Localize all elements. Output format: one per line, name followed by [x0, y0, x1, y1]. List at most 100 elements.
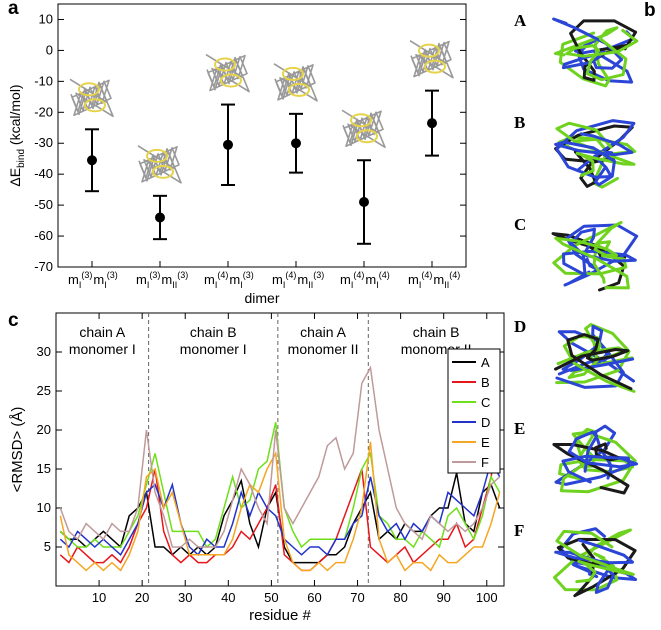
- plot-frame: [57, 3, 467, 268]
- panel-label: c: [8, 310, 19, 331]
- series-line: [59, 441, 501, 572]
- x-tick-label-part: (4): [353, 270, 364, 280]
- region-annotation: chain B: [413, 324, 460, 340]
- region-annotation: chain A: [79, 324, 126, 340]
- panel-label: a: [8, 0, 19, 19]
- dimer-sketch: [282, 66, 304, 81]
- x-tick-label: mI(4)mI(4): [340, 270, 390, 290]
- x-tick-label-part: m: [204, 272, 215, 287]
- y-tick-label: -60: [34, 228, 53, 243]
- x-tick-label-part: (3): [149, 270, 160, 280]
- data-point: [427, 118, 437, 129]
- x-tick-label-part: I: [283, 280, 286, 290]
- y-tick-label: 25: [37, 383, 51, 398]
- x-tick-label: mI(3)mII(3): [136, 270, 188, 290]
- x-tick-label-part: (3): [81, 270, 92, 280]
- x-tick-label-part: I: [79, 280, 82, 290]
- x-tick-label: 10: [92, 590, 106, 605]
- structure-sketch: [552, 442, 630, 495]
- x-tick-label-part: II: [444, 280, 449, 290]
- y-axis-label: ΔEbind (kcal/mol): [7, 84, 27, 186]
- x-tick-label-part: (4): [421, 270, 432, 280]
- region-annotation: monomer I: [69, 341, 136, 357]
- y-tick-label: 10: [37, 500, 51, 515]
- x-tick-label-part: m: [93, 272, 104, 287]
- structure-label: F: [514, 521, 524, 540]
- dimer-sketch: [214, 57, 236, 72]
- panel-label: b: [644, 0, 656, 21]
- x-tick-label-part: I: [376, 280, 379, 290]
- y-tick-label: -50: [34, 197, 53, 212]
- structure-sketch: [555, 121, 636, 177]
- x-tick-label-part: II: [172, 280, 177, 290]
- x-tick-label-part: (4): [285, 270, 296, 280]
- y-tick-label: -20: [34, 104, 53, 119]
- x-tick-label: 40: [221, 590, 235, 605]
- plot-frame: [55, 312, 505, 587]
- x-tick-label-part: I: [351, 280, 354, 290]
- y-tick-label: 10: [39, 11, 53, 26]
- y-tick-label: 0: [46, 42, 53, 57]
- x-tick-label: 90: [436, 590, 450, 605]
- data-point: [291, 138, 301, 149]
- dimer-sketch: [350, 113, 372, 128]
- data-point: [359, 197, 369, 208]
- legend-label: A: [481, 355, 490, 370]
- y-tick-label: -30: [34, 135, 53, 150]
- y-tick-label: -40: [34, 166, 53, 181]
- x-tick-label-part: m: [297, 272, 308, 287]
- x-tick-label-part: II: [308, 280, 313, 290]
- y-tick-label: -70: [34, 259, 53, 274]
- structure-label: E: [514, 419, 525, 438]
- y-tick-label: -10: [34, 73, 53, 88]
- legend-label: C: [481, 395, 490, 410]
- x-axis-label: residue #: [249, 607, 311, 624]
- x-tick-label-part: m: [433, 272, 444, 287]
- x-tick-label-part: I: [215, 280, 218, 290]
- x-tick-label: 60: [307, 590, 321, 605]
- structure-label: A: [514, 11, 527, 30]
- dimer-sketch: [288, 82, 310, 97]
- dimer-sketch: [152, 164, 174, 179]
- x-tick-label: 20: [135, 590, 149, 605]
- x-tick-label-part: m: [340, 272, 351, 287]
- x-tick-label-part: I: [240, 280, 243, 290]
- x-tick-label-part: m: [161, 272, 172, 287]
- structure-sketch: [562, 227, 637, 277]
- x-tick-label-part: I: [147, 280, 150, 290]
- data-point: [155, 212, 165, 223]
- y-tick-label: 30: [37, 344, 51, 359]
- x-tick-label: 100: [476, 590, 498, 605]
- y-tick-label: 20: [37, 422, 51, 437]
- y-axis-label: <RMSD> (Å): [9, 407, 26, 493]
- structure-sketch: [554, 236, 630, 290]
- x-tick-label-part: I: [419, 280, 422, 290]
- structure-label: B: [514, 113, 525, 132]
- structure-sketch: [554, 538, 634, 594]
- y-axis-label-part: ΔE: [7, 168, 23, 187]
- data-point: [223, 139, 233, 150]
- x-tick-label-part: m: [272, 272, 283, 287]
- series-line: [59, 459, 501, 556]
- dimer-sketch: [220, 73, 242, 88]
- dimer-sketch: [78, 82, 100, 97]
- structure-sketch: [559, 527, 638, 581]
- dimer-sketch: [356, 129, 378, 144]
- y-axis-label-part: bind: [16, 149, 27, 168]
- x-tick-label: 30: [178, 590, 192, 605]
- legend-box: [447, 348, 501, 474]
- y-tick-label: 15: [37, 461, 51, 476]
- dimer-sketch: [424, 59, 446, 74]
- structure-sketch: [555, 529, 635, 584]
- dimer-sketch: [146, 148, 168, 163]
- structure-label: C: [514, 215, 526, 234]
- dimer-sketch: [84, 98, 106, 113]
- x-tick-label: mI(4)mI(3): [204, 270, 254, 290]
- x-tick-label-part: m: [136, 272, 147, 287]
- x-tick-label-part: m: [68, 272, 79, 287]
- x-tick-label-part: (3): [107, 270, 118, 280]
- region-annotation: chain B: [190, 324, 237, 340]
- x-tick-label-part: (4): [217, 270, 228, 280]
- structure-sketch: [554, 132, 634, 187]
- x-tick-label-part: (3): [243, 270, 254, 280]
